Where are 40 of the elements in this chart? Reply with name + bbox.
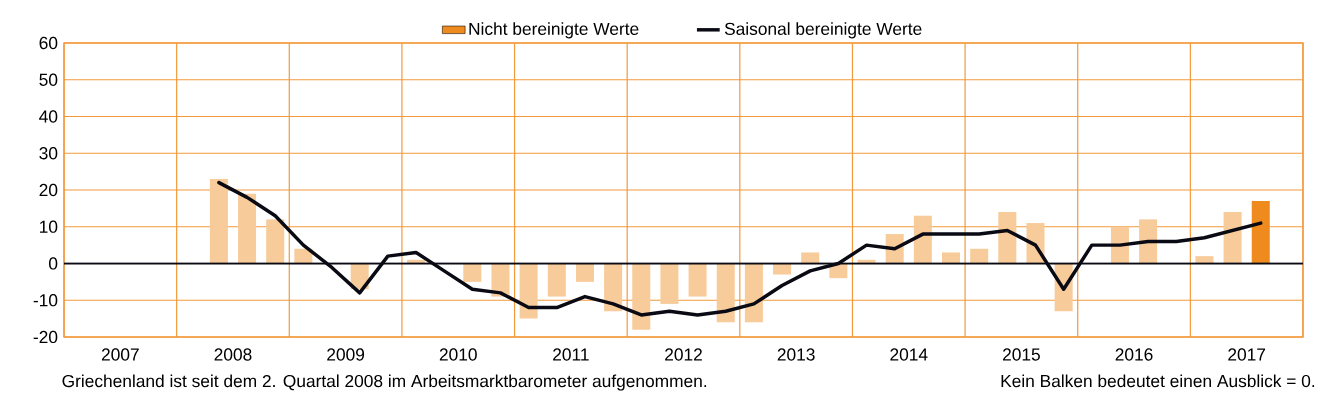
bar bbox=[660, 263, 679, 304]
y-tick-label: 60 bbox=[39, 36, 58, 50]
bar bbox=[1223, 212, 1242, 264]
text: Griechenland ist seit dem 2. Quartal 2008 im Arbeitsmarktbarometer aufgenommen. bbox=[62, 374, 707, 391]
y-tick-label: -10 bbox=[33, 294, 58, 307]
bar bbox=[519, 263, 538, 319]
bar bbox=[744, 263, 763, 323]
x-tick-label: 2013 bbox=[777, 348, 815, 361]
bar bbox=[942, 252, 961, 264]
y-tick-label: 30 bbox=[39, 147, 58, 160]
text: Kein Balken bedeutet einen Ausblick = 0. bbox=[1001, 374, 1315, 388]
x-tick-label: 2014 bbox=[890, 348, 928, 361]
bar bbox=[1139, 219, 1158, 264]
bar bbox=[801, 252, 820, 264]
x-tick-label: 2012 bbox=[665, 348, 702, 361]
bar bbox=[716, 263, 735, 323]
bar bbox=[209, 178, 228, 264]
bar bbox=[266, 219, 285, 264]
x-tick-label: 2016 bbox=[1115, 348, 1153, 361]
legend-label: Nicht bereinigte Werte bbox=[469, 22, 639, 39]
bar bbox=[547, 263, 566, 297]
bar bbox=[632, 263, 651, 330]
bar bbox=[1251, 201, 1270, 264]
legend-label: Saisonal bereinigte Werte bbox=[724, 22, 922, 39]
x-tick-label: 2015 bbox=[1003, 348, 1040, 361]
y-tick-label: 20 bbox=[39, 183, 58, 197]
bar bbox=[238, 193, 257, 264]
y-tick-label: 0 bbox=[49, 257, 58, 270]
y-tick-label: 10 bbox=[40, 220, 58, 233]
bar bbox=[688, 263, 707, 297]
x-tick-label: 2017 bbox=[1228, 348, 1266, 361]
y-tick-label: 40 bbox=[39, 110, 58, 123]
y-tick-label: -20 bbox=[33, 330, 58, 344]
x-tick-label: 2011 bbox=[553, 348, 589, 361]
x-tick-label: 2008 bbox=[214, 348, 252, 361]
x-tick-label: 2009 bbox=[327, 348, 365, 361]
x-tick-label: 2007 bbox=[101, 348, 139, 361]
x-tick-label: 2010 bbox=[439, 348, 477, 361]
y-tick-label: 50 bbox=[39, 73, 58, 86]
bar bbox=[998, 212, 1017, 264]
